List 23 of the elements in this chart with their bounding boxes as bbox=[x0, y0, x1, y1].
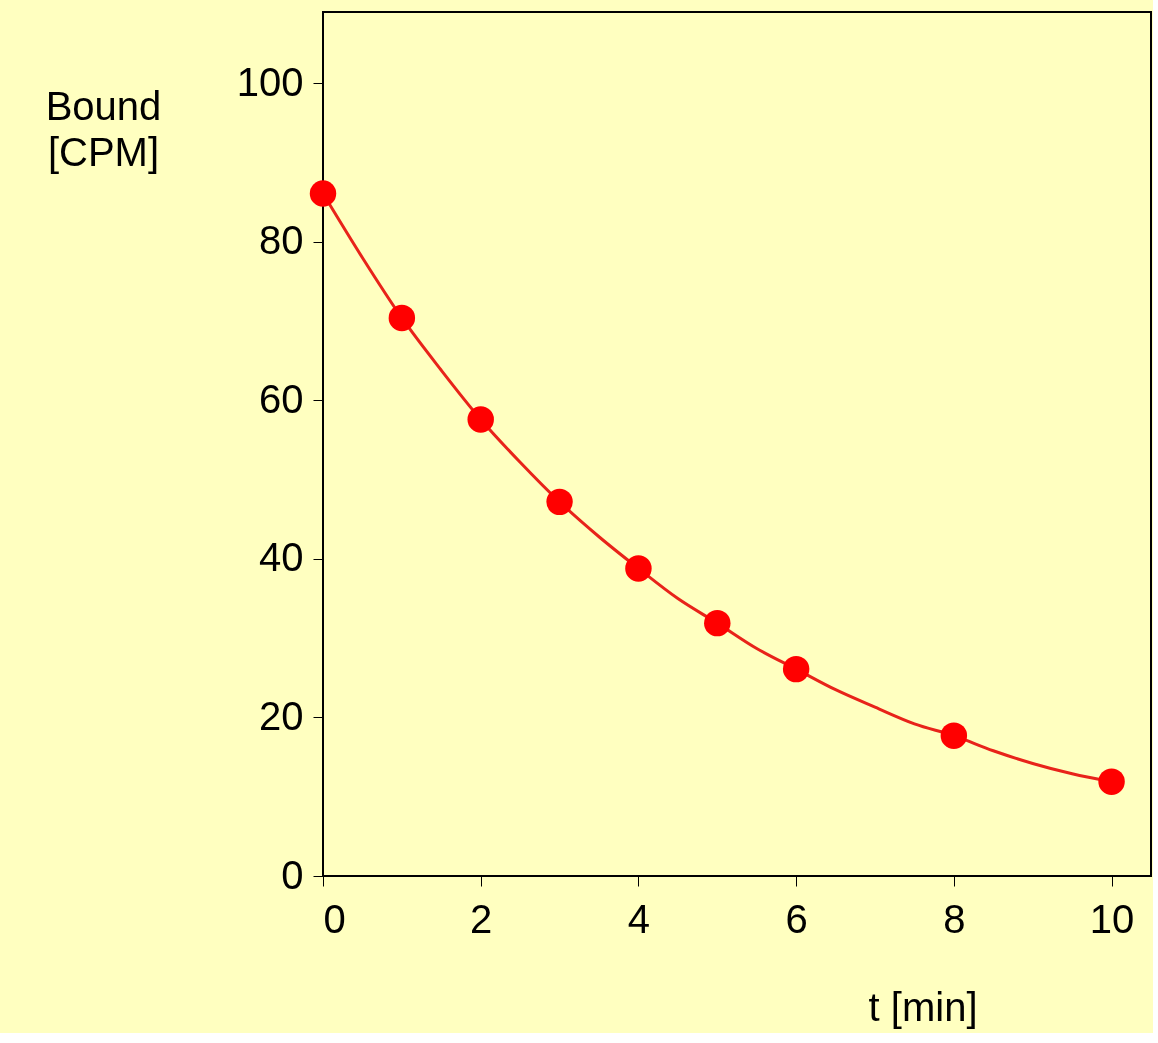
point bbox=[782, 655, 810, 683]
y-tick-label: 100 bbox=[236, 59, 304, 104]
y-axis-title: Bound [CPM] bbox=[45, 83, 162, 174]
x-tick-label: 2 bbox=[470, 896, 493, 941]
y-tick-label: 60 bbox=[259, 376, 304, 421]
point bbox=[625, 555, 652, 582]
x-tick-label: 4 bbox=[627, 896, 651, 941]
x-tick-label: 6 bbox=[785, 896, 808, 941]
point bbox=[467, 406, 494, 433]
y-tick-label: 80 bbox=[259, 218, 304, 263]
x-tick-label: 0 bbox=[323, 896, 346, 941]
point bbox=[1098, 768, 1125, 795]
point bbox=[704, 609, 731, 637]
x-tick-label: 8 bbox=[943, 896, 966, 941]
x-axis-title: t [min] bbox=[868, 984, 978, 1029]
point bbox=[388, 304, 416, 332]
x-tick-label: 10 bbox=[1089, 896, 1135, 941]
point bbox=[309, 180, 337, 207]
point bbox=[940, 722, 968, 749]
y-tick-label: 20 bbox=[259, 693, 304, 738]
y-tick-label: 0 bbox=[281, 852, 304, 897]
point bbox=[546, 488, 573, 516]
y-tick-label: 40 bbox=[259, 535, 304, 580]
